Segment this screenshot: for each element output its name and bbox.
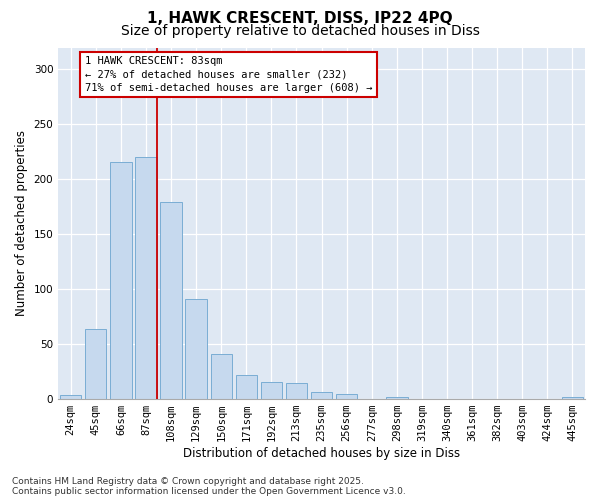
Bar [85,329,106,399]
Bar [211,354,232,399]
Bar [336,394,358,399]
Bar [185,299,207,399]
X-axis label: Distribution of detached houses by size in Diss: Distribution of detached houses by size … [183,447,460,460]
Text: Size of property relative to detached houses in Diss: Size of property relative to detached ho… [121,24,479,38]
Bar [286,382,307,399]
Bar [60,394,82,399]
Y-axis label: Number of detached properties: Number of detached properties [15,130,28,316]
Bar [311,392,332,399]
Bar [386,397,407,399]
Bar [160,202,182,399]
Bar [136,158,157,399]
Text: 1 HAWK CRESCENT: 83sqm
← 27% of detached houses are smaller (232)
71% of semi-de: 1 HAWK CRESCENT: 83sqm ← 27% of detached… [85,56,372,92]
Bar [562,397,583,399]
Bar [261,382,282,399]
Bar [236,375,257,399]
Text: 1, HAWK CRESCENT, DISS, IP22 4PQ: 1, HAWK CRESCENT, DISS, IP22 4PQ [147,11,453,26]
Bar [110,162,131,399]
Text: Contains HM Land Registry data © Crown copyright and database right 2025.
Contai: Contains HM Land Registry data © Crown c… [12,476,406,496]
